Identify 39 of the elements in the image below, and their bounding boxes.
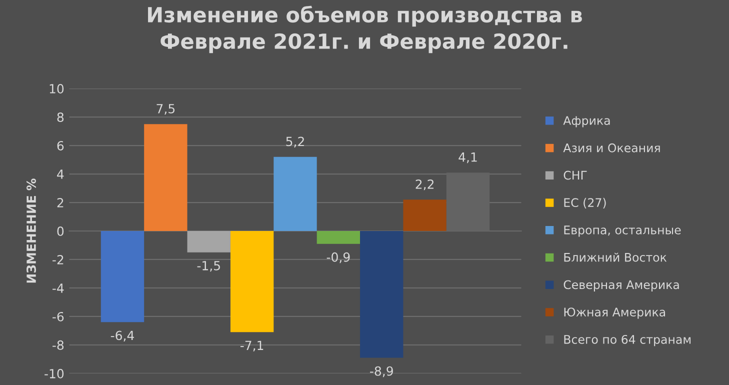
chart-title: Изменение объемов производства в Феврале 2021г. и Феврале 2020г. <box>148 6 582 54</box>
bar <box>403 200 446 231</box>
legend-label: ЕС (27) <box>564 198 606 208</box>
bar <box>230 231 274 332</box>
data-label: -8,9 <box>370 366 393 378</box>
bar <box>100 231 144 322</box>
data-label: -6,4 <box>110 330 134 342</box>
bar <box>144 124 188 231</box>
data-label: 7,5 <box>156 104 175 115</box>
y-tick-label: -4 <box>52 284 64 293</box>
data-label: -0,9 <box>326 252 350 264</box>
data-label: 2,2 <box>416 179 434 190</box>
bar <box>316 231 360 244</box>
data-label: -1,5 <box>197 261 220 272</box>
legend-label: СНГ <box>564 170 587 180</box>
y-tick-label: 10 <box>50 84 64 94</box>
bar <box>187 231 230 252</box>
legend-label: Северная Америка <box>564 280 679 292</box>
y-axis-title: ИЗМЕНЕНИЕ % <box>26 178 36 283</box>
legend-label: Азия и Океания <box>563 143 660 152</box>
bar <box>360 231 404 358</box>
y-tick-label: 0 <box>57 226 64 236</box>
y-tick-label: -8 <box>52 340 64 350</box>
data-label: 4,1 <box>458 152 477 164</box>
legend-label: Ближний Восток <box>564 252 667 262</box>
y-tick-label: 2 <box>57 198 64 208</box>
y-tick-label: -10 <box>44 368 64 378</box>
y-tick-label: 6 <box>57 141 64 150</box>
legend-label: Африка <box>563 116 610 128</box>
y-tick-label: 4 <box>57 170 64 179</box>
y-tick-label: -2 <box>52 254 64 264</box>
data-label: -7,1 <box>240 340 264 352</box>
legend-label: Всего по 64 странам <box>564 334 691 346</box>
legend-label: Европа, остальные <box>564 226 681 237</box>
y-tick-label: 8 <box>57 112 64 122</box>
data-label: 5,2 <box>286 136 304 148</box>
bar <box>274 156 317 231</box>
legend-label: Южная Америка <box>564 308 666 319</box>
y-tick-label: -6 <box>52 312 64 322</box>
